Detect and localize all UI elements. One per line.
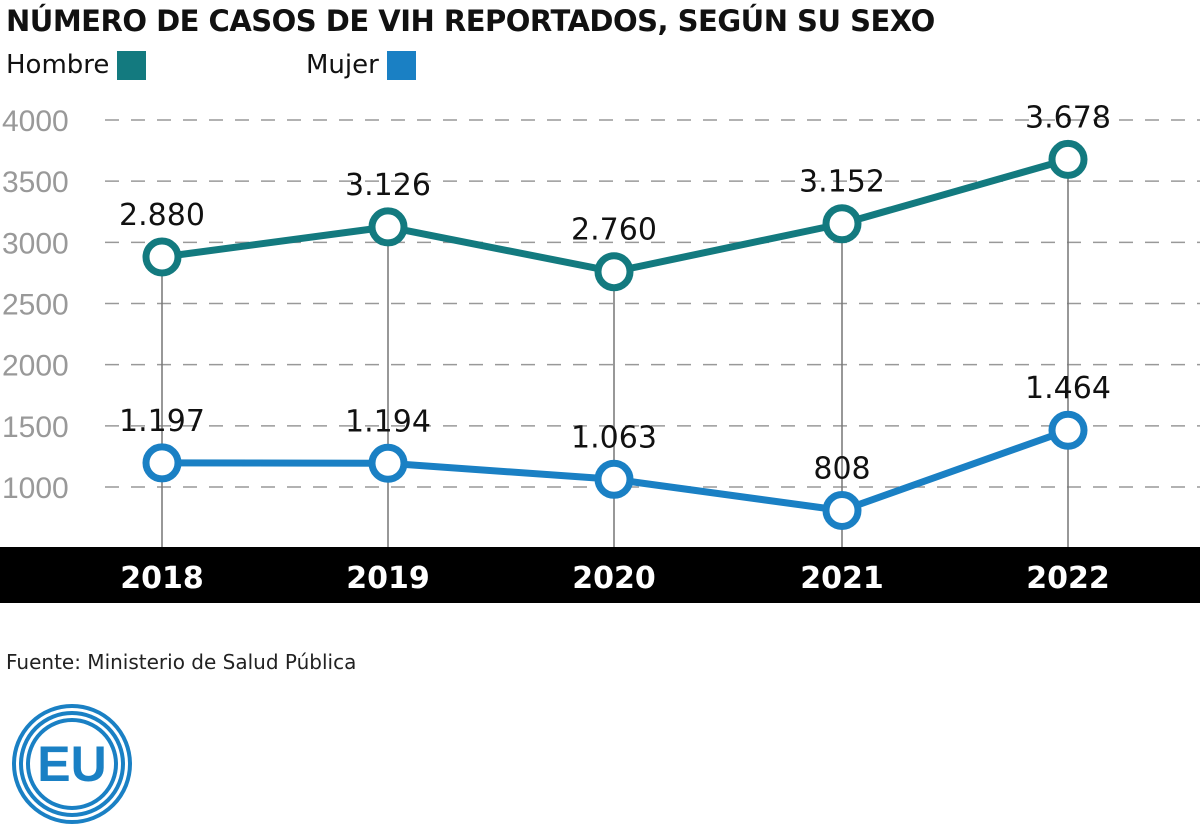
- x-tick-label: 2022: [1026, 561, 1110, 596]
- data-label: 1.063: [571, 420, 657, 455]
- x-tick-label: 2019: [346, 561, 430, 596]
- data-point: [142, 237, 182, 277]
- eu-logo: EU: [12, 704, 132, 824]
- data-label: 3.678: [1025, 100, 1111, 135]
- legend-label-mujer: Mujer: [306, 50, 379, 80]
- data-label: 2.760: [571, 213, 657, 248]
- y-tick-label: 1000: [2, 472, 69, 505]
- legend-item-mujer: Mujer: [306, 50, 416, 80]
- data-point: [822, 204, 862, 244]
- x-axis-band: [0, 547, 1200, 603]
- data-point: [1048, 410, 1088, 450]
- data-point: [594, 252, 634, 292]
- y-tick-label: 3500: [2, 166, 69, 199]
- legend-swatch-mujer: [386, 50, 416, 80]
- y-tick-label: 2000: [2, 350, 69, 383]
- data-point: [368, 207, 408, 247]
- line-chart: 1000 1500 2000 2500 3000 3500 4000 2018 2019 2020…: [0, 100, 1200, 603]
- y-tick-label: 3000: [2, 227, 69, 260]
- data-label: 3.126: [345, 168, 431, 203]
- y-tick-label: 4000: [2, 105, 69, 138]
- x-tick-label: 2021: [800, 561, 884, 596]
- data-label: 808: [813, 451, 870, 486]
- x-tick-label: 2020: [572, 561, 656, 596]
- data-point: [1048, 139, 1088, 179]
- data-label: 1.194: [345, 404, 431, 439]
- data-label: 2.880: [119, 198, 205, 233]
- source-note: Fuente: Ministerio de Salud Pública: [6, 650, 357, 674]
- data-point: [594, 459, 634, 499]
- legend-label-hombre: Hombre: [6, 50, 110, 80]
- logo-text: EU: [37, 736, 106, 792]
- data-label: 1.197: [119, 404, 205, 439]
- data-point: [142, 443, 182, 483]
- data-point: [368, 443, 408, 483]
- y-tick-label: 1500: [2, 411, 69, 444]
- data-label: 1.464: [1025, 371, 1111, 406]
- y-tick-label: 2500: [2, 289, 69, 322]
- x-tick-label: 2018: [120, 561, 204, 596]
- data-label: 3.152: [799, 165, 885, 200]
- data-point: [822, 490, 862, 530]
- legend-swatch-hombre: [117, 50, 147, 80]
- legend-item-hombre: Hombre: [6, 50, 147, 80]
- chart-title: NÚMERO DE CASOS DE VIH REPORTADOS, SEGÚN…: [6, 4, 935, 38]
